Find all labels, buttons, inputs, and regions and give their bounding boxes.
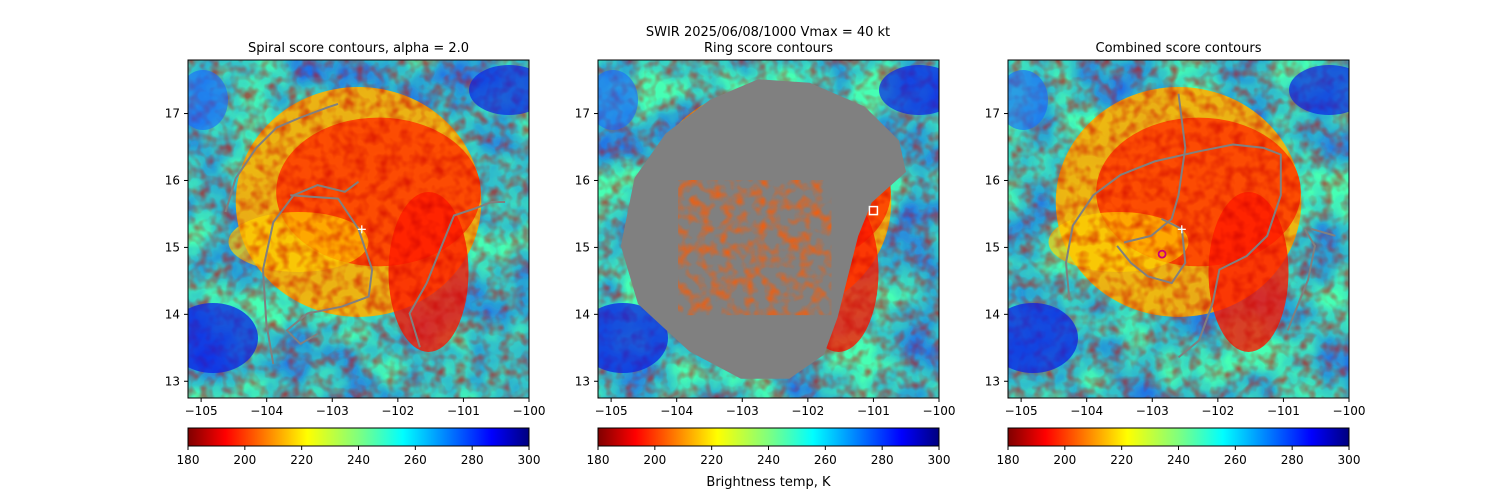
colorbar-gradient — [597, 427, 940, 447]
x-tick-label: −102 — [791, 404, 824, 418]
y-tick-label: 15 — [985, 240, 1000, 254]
x-tick-label: −104 — [250, 404, 283, 418]
panel-1: Spiral score contours, alpha = 2.0 −105 −1… — [165, 41, 546, 467]
colorbar-tick-label: 180 — [997, 453, 1020, 467]
contour-line — [1123, 93, 1187, 244]
colorbar-tick-label: 260 — [1224, 453, 1247, 467]
colorbar-tick-label: 180 — [177, 453, 200, 467]
contour-line — [1286, 228, 1316, 331]
x-tick-label: −105 — [185, 404, 218, 418]
colorbar-tick-label: 300 — [1338, 453, 1361, 467]
colorbar: 180 200 220 240 260 280 300 — [177, 427, 541, 467]
colorbar-tick-label: 220 — [700, 453, 723, 467]
contour-line — [224, 102, 339, 213]
colorbar: 180 200 220 240 260 280 300 Brightness temp, K — [587, 427, 951, 490]
y-tick-label: 17 — [985, 107, 1000, 121]
y-tick-label: 14 — [575, 307, 590, 321]
axes-frame — [1007, 59, 1350, 399]
center-marker-plus — [357, 225, 366, 234]
x-tick-label: −104 — [1070, 404, 1103, 418]
x-tick-label: −101 — [857, 404, 890, 418]
colorbar-tick-label: 180 — [587, 453, 610, 467]
x-tick-label: −102 — [381, 404, 414, 418]
score-contours — [224, 102, 506, 365]
contour-line — [1177, 146, 1282, 359]
colorbar-tick-label: 300 — [928, 453, 951, 467]
colorbar-tick-label: 240 — [1167, 453, 1190, 467]
x-tick-label: −100 — [923, 404, 956, 418]
x-tick-label: −101 — [1267, 404, 1300, 418]
contour-line — [1065, 143, 1264, 301]
colorbar-tick-label: 260 — [814, 453, 837, 467]
colorbar-tick-label: 240 — [347, 453, 370, 467]
x-tick-label: −105 — [1005, 404, 1038, 418]
score-contours — [620, 79, 907, 379]
y-tick-label: 14 — [165, 307, 180, 321]
secondary-marker-circle — [1157, 249, 1167, 259]
y-tick-label: 14 — [985, 307, 1000, 321]
contour-line — [1311, 228, 1336, 237]
colorbar-tick-label: 280 — [1281, 453, 1304, 467]
colorbar-tick-label: 280 — [871, 453, 894, 467]
colorbar-tick-label: 260 — [404, 453, 427, 467]
colorbar-gradient — [187, 427, 530, 447]
y-tick-label: 15 — [165, 240, 180, 254]
score-contours — [1065, 93, 1336, 359]
figure-suptitle: SWIR 2025/06/08/1000 Vmax = 40 kt — [646, 25, 890, 40]
axes-frame — [597, 59, 940, 399]
y-tick-label: 17 — [165, 107, 180, 121]
panel-3: Combined score contours −105 −104 −103 −102 −… — [985, 41, 1366, 467]
x-tick-label: −103 — [726, 404, 759, 418]
y-tick-label: 16 — [985, 173, 1000, 187]
y-tick-label: 13 — [575, 374, 590, 388]
colorbar-tick-label: 200 — [233, 453, 256, 467]
y-tick-label: 16 — [575, 173, 590, 187]
center-marker-square — [868, 205, 879, 216]
y-tick-label: 17 — [575, 107, 590, 121]
contour-line — [262, 180, 360, 365]
x-tick-label: −100 — [513, 404, 546, 418]
colorbar-tick-label: 300 — [518, 453, 541, 467]
x-tick-label: −105 — [595, 404, 628, 418]
contour-line — [408, 201, 506, 348]
colorbar-tick-label: 200 — [1053, 453, 1076, 467]
axes-frame — [187, 59, 530, 399]
x-tick-label: −103 — [316, 404, 349, 418]
x-tick-label: −104 — [660, 404, 693, 418]
colorbar-tick-label: 280 — [461, 453, 484, 467]
colorbar-tick-label: 220 — [1110, 453, 1133, 467]
panel-title: Spiral score contours, alpha = 2.0 — [248, 41, 469, 56]
colorbar-tick-label: 220 — [290, 453, 313, 467]
colorbar-tick-label: 240 — [757, 453, 780, 467]
x-tick-label: −102 — [1201, 404, 1234, 418]
contour-line — [285, 194, 374, 345]
x-tick-label: −101 — [447, 404, 480, 418]
x-tick-label: −100 — [1333, 404, 1366, 418]
colorbar-label: Brightness temp, K — [706, 475, 831, 490]
colorbar: 180 200 220 240 260 280 300 — [997, 427, 1361, 467]
colorbar-tick-label: 200 — [643, 453, 666, 467]
colorbar-gradient — [1007, 427, 1350, 447]
y-tick-label: 13 — [165, 374, 180, 388]
panel-title: Combined score contours — [1096, 41, 1262, 56]
center-marker-plus — [1177, 225, 1186, 234]
panel-title: Ring score contours — [704, 41, 833, 56]
y-tick-label: 16 — [165, 173, 180, 187]
y-tick-label: 15 — [575, 240, 590, 254]
y-tick-label: 13 — [985, 374, 1000, 388]
panel-2: Ring score contours −105 −104 −103 −102 −101 −… — [575, 41, 956, 490]
x-tick-label: −103 — [1136, 404, 1169, 418]
